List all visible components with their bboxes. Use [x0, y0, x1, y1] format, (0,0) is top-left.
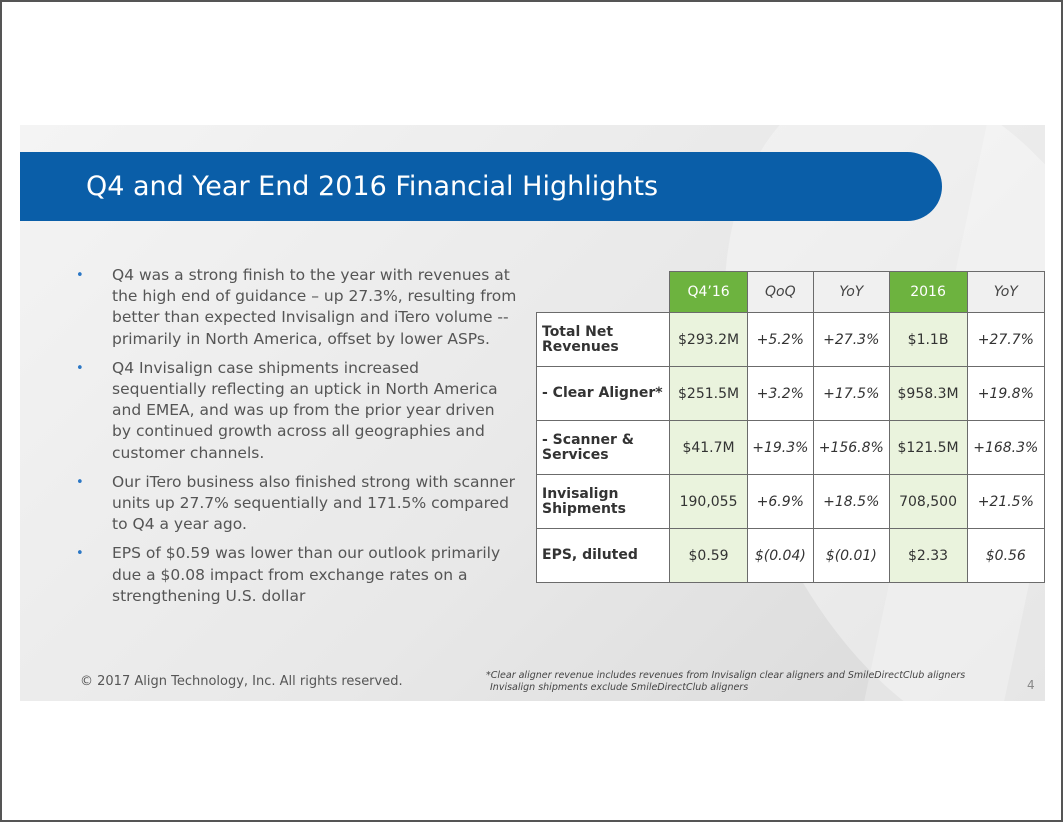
cell-yoy-quarter: +18.5% — [813, 474, 890, 529]
copyright-footer: © 2017 Align Technology, Inc. All rights… — [80, 674, 403, 689]
bullet-text: Our iTero business also finished strong … — [112, 472, 516, 534]
cell-yoy-year: $0.56 — [966, 528, 1045, 583]
bullet-icon: • — [76, 546, 84, 562]
table-row: Total Net Revenues $293.2M +5.2% +27.3% … — [535, 312, 1045, 367]
bullet-text: Q4 was a strong finish to the year with … — [112, 266, 517, 348]
header-blank — [537, 272, 670, 313]
cell-q4: $41.7M — [669, 420, 748, 475]
cell-2016: $2.33 — [888, 528, 968, 583]
header-q4-16: Q4’16 — [669, 271, 748, 313]
header-yoy-year: YoY — [966, 271, 1045, 313]
bullet-item: • Q4 Invisalign case shipments increased … — [72, 358, 517, 464]
cell-yoy-quarter: +27.3% — [813, 312, 890, 367]
page-number: 4 — [1027, 678, 1035, 692]
table-row: - Scanner & Services $41.7M +19.3% +156.… — [535, 420, 1045, 475]
cell-qoq: +5.2% — [746, 312, 815, 367]
cell-yoy-year: +19.8% — [966, 366, 1045, 421]
header-qoq: QoQ — [746, 271, 815, 313]
slide: Q4 and Year End 2016 Financial Highlight… — [20, 125, 1045, 701]
title-bar: Q4 and Year End 2016 Financial Highlight… — [20, 152, 942, 221]
bullet-icon: • — [76, 474, 84, 490]
cell-2016: $121.5M — [888, 420, 968, 475]
financial-table: Q4’16 QoQ YoY 2016 YoY Total Net Revenue… — [535, 271, 1045, 583]
footnote-line: *Clear aligner revenue includes revenues… — [486, 670, 966, 681]
row-label: - Scanner & Services — [535, 420, 671, 475]
cell-q4: $0.59 — [669, 528, 748, 583]
cell-yoy-year: +21.5% — [966, 474, 1045, 529]
slide-title: Q4 and Year End 2016 Financial Highlight… — [86, 171, 659, 202]
cell-q4: $293.2M — [669, 312, 748, 367]
footnote-line: Invisalign shipments exclude SmileDirect… — [490, 682, 749, 693]
table-header-row: Q4’16 QoQ YoY 2016 YoY — [537, 271, 1045, 313]
cell-2016: 708,500 — [888, 474, 968, 529]
cell-yoy-year: +27.7% — [966, 312, 1045, 367]
table-row: EPS, diluted $0.59 $(0.04) $(0.01) $2.33… — [535, 528, 1045, 583]
cell-qoq: +3.2% — [746, 366, 815, 421]
footnote: *Clear aligner revenue includes revenues… — [486, 670, 965, 694]
cell-2016: $958.3M — [888, 366, 968, 421]
cell-qoq: +6.9% — [746, 474, 815, 529]
bullet-text: EPS of $0.59 was lower than our outlook … — [112, 544, 501, 605]
table-row: - Clear Aligner* $251.5M +3.2% +17.5% $9… — [535, 366, 1045, 421]
bullet-icon: • — [76, 360, 84, 376]
row-label: EPS, diluted — [535, 528, 671, 583]
header-yoy-quarter: YoY — [813, 271, 890, 313]
header-2016: 2016 — [888, 271, 968, 313]
bullet-item: • Q4 was a strong finish to the year with… — [72, 265, 517, 350]
bullet-icon: • — [76, 268, 84, 283]
cell-q4: 190,055 — [669, 474, 748, 529]
cell-qoq: $(0.04) — [746, 528, 815, 583]
cell-2016: $1.1B — [888, 312, 968, 367]
bullet-item: • EPS of $0.59 was lower than our outlook… — [72, 543, 517, 607]
bullet-text: Q4 Invisalign case shipments increased s… — [112, 358, 498, 462]
table-row: Invisalign Shipments 190,055 +6.9% +18.5… — [535, 474, 1045, 529]
row-label: - Clear Aligner* — [535, 366, 671, 421]
bullet-item: • Our iTero business also finished strong… — [72, 472, 517, 536]
cell-yoy-quarter: +156.8% — [813, 420, 890, 475]
cell-yoy-quarter: +17.5% — [813, 366, 890, 421]
cell-q4: $251.5M — [669, 366, 748, 421]
row-label: Total Net Revenues — [535, 312, 671, 367]
cell-yoy-year: +168.3% — [966, 420, 1045, 475]
cell-yoy-quarter: $(0.01) — [813, 528, 890, 583]
row-label: Invisalign Shipments — [535, 474, 671, 529]
bullet-list: • Q4 was a strong finish to the year with… — [72, 265, 517, 615]
cell-qoq: +19.3% — [746, 420, 815, 475]
